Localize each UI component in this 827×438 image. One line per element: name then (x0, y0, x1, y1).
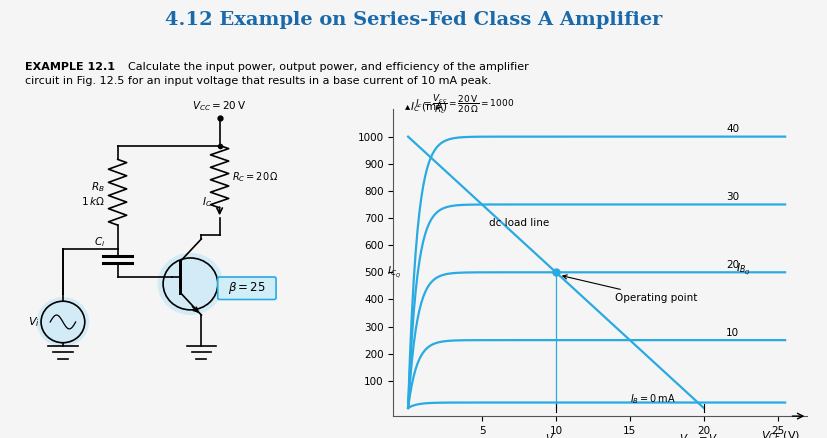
Text: circuit in Fig. 12.5 for an input voltage that results in a base current of 10 m: circuit in Fig. 12.5 for an input voltag… (25, 76, 490, 86)
Text: $\blacktriangle\, I_C\,\mathrm{(mA)}$: $\blacktriangle\, I_C\,\mathrm{(mA)}$ (404, 100, 447, 113)
Text: $I_{C_Q}$: $I_{C_Q}$ (386, 265, 400, 280)
Text: dc load line: dc load line (489, 218, 549, 228)
Text: $\beta = 25$: $\beta = 25$ (227, 280, 265, 296)
FancyBboxPatch shape (218, 277, 275, 300)
Text: $I_c = \dfrac{V_{cc}}{R_c} = \dfrac{20\,\mathrm{V}}{20\,\Omega} = 1000$: $I_c = \dfrac{V_{cc}}{R_c} = \dfrac{20\,… (415, 92, 514, 116)
Text: 30: 30 (725, 192, 739, 202)
Text: $V_{CE} = V_{CC}$: $V_{CE} = V_{CC}$ (678, 432, 728, 438)
Circle shape (157, 253, 223, 315)
Text: Operating point: Operating point (562, 275, 696, 303)
Text: $V_{CE_Q}$: $V_{CE_Q}$ (544, 432, 566, 438)
Text: $C_i$: $C_i$ (93, 236, 105, 249)
Text: $I_{B_Q}$: $I_{B_Q}$ (735, 261, 750, 277)
Text: $R_B$: $R_B$ (91, 180, 105, 194)
Text: 10: 10 (725, 328, 739, 338)
Text: EXAMPLE 12.1: EXAMPLE 12.1 (25, 62, 115, 72)
Text: $I_C$: $I_C$ (202, 196, 212, 209)
Circle shape (36, 297, 89, 347)
Text: Calculate the input power, output power, and efficiency of the amplifier: Calculate the input power, output power,… (128, 62, 528, 72)
Text: 20: 20 (725, 260, 739, 270)
Text: $V_{CE}$ (V): $V_{CE}$ (V) (760, 430, 799, 438)
Text: $1\,k\Omega$: $1\,k\Omega$ (81, 195, 105, 207)
Text: $V_i$: $V_i$ (28, 315, 40, 329)
Text: $R_C = 20\,\Omega$: $R_C = 20\,\Omega$ (232, 170, 279, 184)
Text: 4.12 Example on Series-Fed Class A Amplifier: 4.12 Example on Series-Fed Class A Ampli… (165, 11, 662, 29)
Text: 40: 40 (725, 124, 739, 134)
Text: $I_B = 0\,\mathrm{mA}$: $I_B = 0\,\mathrm{mA}$ (629, 392, 675, 406)
Text: $V_{CC} = 20\,\mathrm{V}$: $V_{CC} = 20\,\mathrm{V}$ (192, 99, 246, 113)
